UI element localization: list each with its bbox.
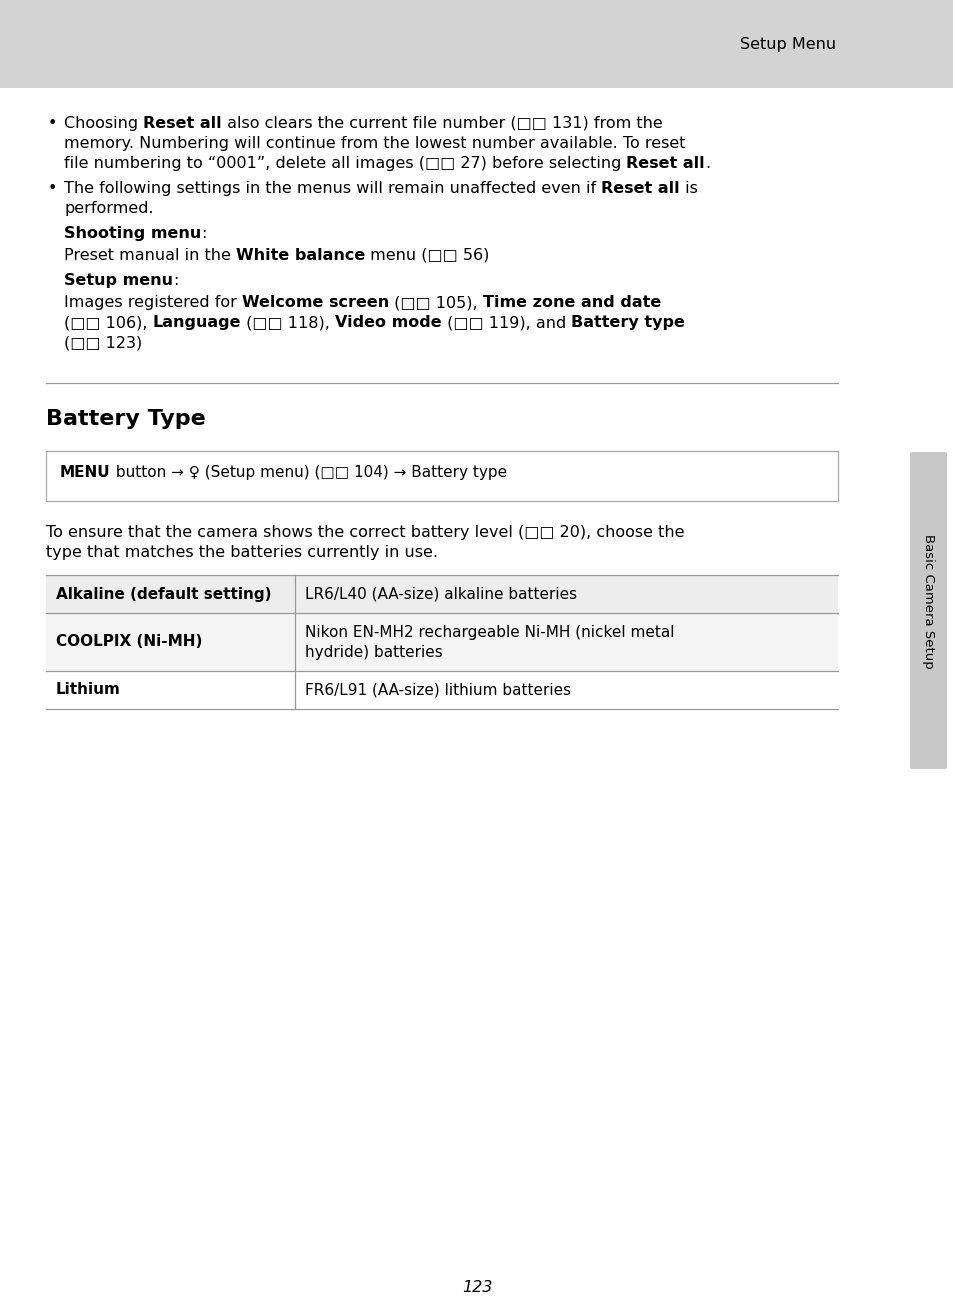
- Text: Alkaline (default setting): Alkaline (default setting): [56, 586, 272, 602]
- Text: Reset all: Reset all: [143, 116, 222, 131]
- FancyBboxPatch shape: [909, 452, 946, 769]
- Text: performed.: performed.: [64, 201, 153, 215]
- Text: White balance: White balance: [235, 248, 365, 263]
- Text: Reset all: Reset all: [600, 181, 679, 196]
- Text: button → ♀ (Setup menu) (□□ 104) → Battery type: button → ♀ (Setup menu) (□□ 104) → Batte…: [111, 465, 506, 480]
- Text: Preset manual in the: Preset manual in the: [64, 248, 235, 263]
- Text: •: •: [48, 181, 57, 196]
- Text: Battery type: Battery type: [571, 315, 684, 330]
- Text: Images registered for: Images registered for: [64, 296, 242, 310]
- Bar: [46, 576, 837, 614]
- Text: Shooting menu: Shooting menu: [64, 226, 201, 240]
- Text: Battery Type: Battery Type: [46, 409, 206, 428]
- Text: (□□ 105),: (□□ 105),: [389, 296, 482, 310]
- Text: .: .: [704, 156, 709, 171]
- Bar: [0, 0, 953, 88]
- Text: (□□ 119), and: (□□ 119), and: [441, 315, 571, 330]
- Text: Setup menu: Setup menu: [64, 273, 172, 288]
- Text: LR6/L40 (AA-size) alkaline batteries: LR6/L40 (AA-size) alkaline batteries: [305, 586, 577, 602]
- Text: :: :: [172, 273, 178, 288]
- Text: 123: 123: [461, 1281, 492, 1296]
- Text: menu (□□ 56): menu (□□ 56): [365, 248, 489, 263]
- Text: is: is: [679, 181, 697, 196]
- Bar: [46, 614, 837, 671]
- Text: file numbering to “0001”, delete all images (□□ 27) before selecting: file numbering to “0001”, delete all ima…: [64, 156, 626, 171]
- Text: Time zone and date: Time zone and date: [482, 296, 660, 310]
- Text: Welcome screen: Welcome screen: [242, 296, 389, 310]
- Text: Setup Menu: Setup Menu: [740, 37, 835, 51]
- Text: hydride) batteries: hydride) batteries: [305, 644, 443, 660]
- Text: memory. Numbering will continue from the lowest number available. To reset: memory. Numbering will continue from the…: [64, 137, 685, 151]
- Text: (□□ 118),: (□□ 118),: [241, 315, 335, 330]
- Text: Reset all: Reset all: [626, 156, 704, 171]
- Text: :: :: [201, 226, 207, 240]
- Text: Basic Camera Setup: Basic Camera Setup: [921, 533, 934, 669]
- Bar: [46, 451, 837, 501]
- Text: Choosing: Choosing: [64, 116, 143, 131]
- Bar: [46, 671, 837, 710]
- Text: also clears the current file number (□□ 131) from the: also clears the current file number (□□ …: [222, 116, 662, 131]
- Text: •: •: [48, 116, 57, 131]
- Text: MENU: MENU: [60, 465, 111, 480]
- Text: (□□ 123): (□□ 123): [64, 335, 142, 350]
- Text: FR6/L91 (AA-size) lithium batteries: FR6/L91 (AA-size) lithium batteries: [305, 682, 571, 698]
- Text: Nikon EN-MH2 rechargeable Ni-MH (nickel metal: Nikon EN-MH2 rechargeable Ni-MH (nickel …: [305, 624, 675, 640]
- Text: Video mode: Video mode: [335, 315, 441, 330]
- Text: Language: Language: [152, 315, 241, 330]
- Text: The following settings in the menus will remain unaffected even if: The following settings in the menus will…: [64, 181, 600, 196]
- Text: COOLPIX (Ni-MH): COOLPIX (Ni-MH): [56, 635, 202, 649]
- Text: type that matches the batteries currently in use.: type that matches the batteries currentl…: [46, 545, 437, 560]
- Text: (□□ 106),: (□□ 106),: [64, 315, 152, 330]
- Text: Lithium: Lithium: [56, 682, 121, 698]
- Text: To ensure that the camera shows the correct battery level (□□ 20), choose the: To ensure that the camera shows the corr…: [46, 526, 684, 540]
